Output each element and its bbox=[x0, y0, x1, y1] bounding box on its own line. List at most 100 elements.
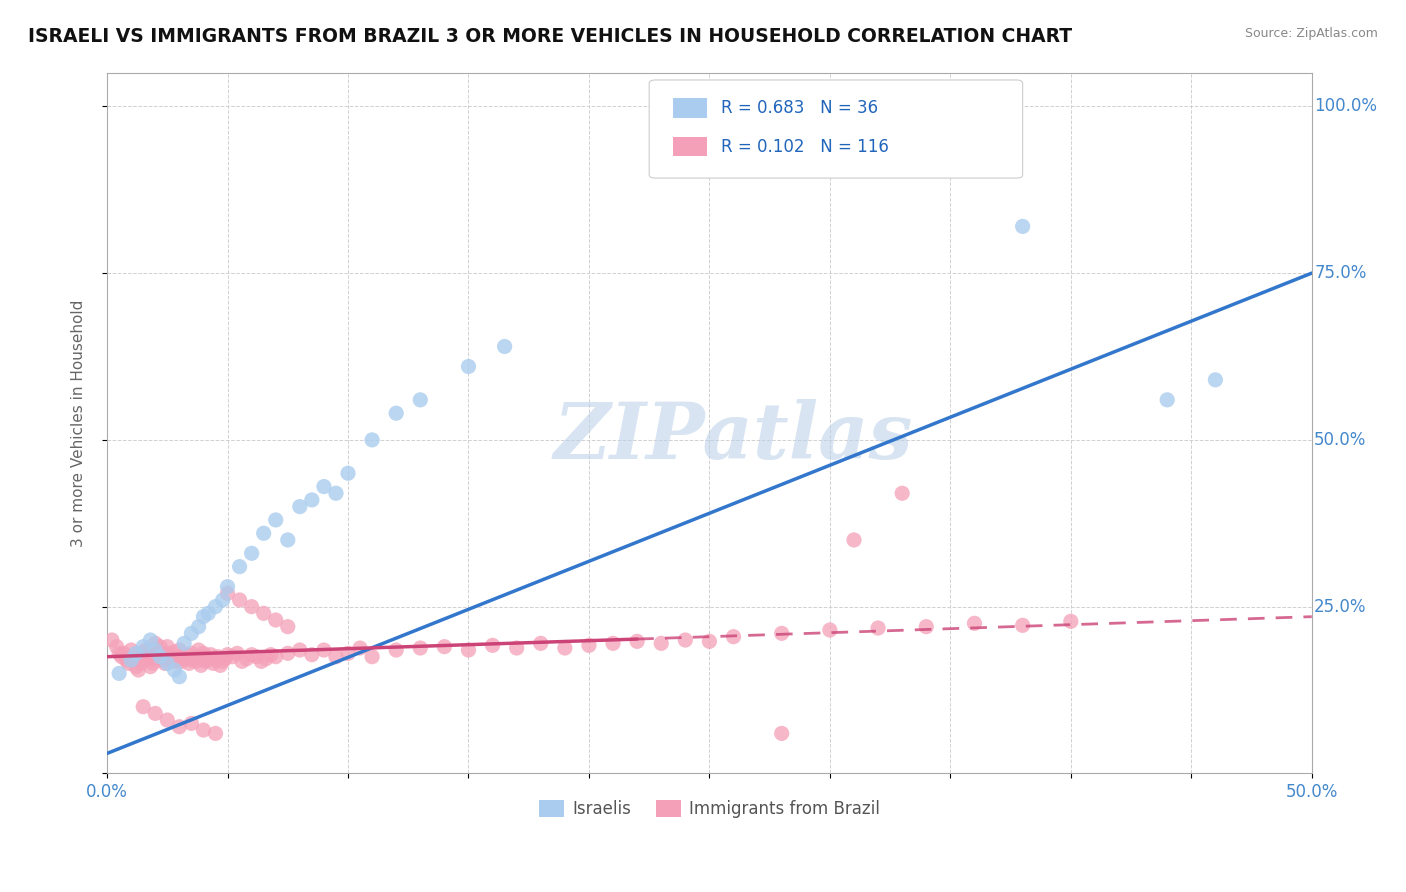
Point bbox=[231, 654, 253, 668]
Point bbox=[361, 433, 384, 447]
Point bbox=[361, 649, 384, 664]
Point bbox=[204, 653, 226, 667]
Point bbox=[143, 643, 166, 657]
Point bbox=[409, 392, 432, 407]
Point bbox=[228, 559, 250, 574]
Point bbox=[177, 657, 200, 671]
Point bbox=[554, 640, 576, 655]
Point bbox=[118, 657, 141, 671]
Point bbox=[149, 640, 172, 654]
Point bbox=[602, 636, 624, 650]
Point bbox=[180, 653, 202, 667]
Point bbox=[288, 500, 311, 514]
Legend: Israelis, Immigrants from Brazil: Israelis, Immigrants from Brazil bbox=[531, 793, 887, 824]
Point bbox=[187, 620, 209, 634]
Point bbox=[173, 636, 195, 650]
Point bbox=[156, 640, 179, 654]
Point bbox=[312, 643, 335, 657]
Point bbox=[277, 646, 299, 660]
Point bbox=[868, 621, 890, 635]
Point bbox=[254, 651, 277, 665]
Point bbox=[146, 649, 169, 664]
Point bbox=[101, 633, 124, 648]
Point bbox=[891, 486, 914, 500]
Point bbox=[139, 653, 162, 667]
Point bbox=[190, 658, 212, 673]
Point bbox=[673, 633, 696, 648]
Point bbox=[163, 663, 186, 677]
Point bbox=[197, 651, 219, 665]
Y-axis label: 3 or more Vehicles in Household: 3 or more Vehicles in Household bbox=[72, 300, 86, 547]
Text: 75.0%: 75.0% bbox=[1315, 264, 1367, 282]
Point bbox=[288, 643, 311, 657]
Point bbox=[108, 666, 131, 681]
Point bbox=[132, 646, 155, 660]
Point bbox=[530, 636, 553, 650]
Point bbox=[325, 486, 347, 500]
Point bbox=[125, 646, 148, 660]
Point bbox=[204, 726, 226, 740]
FancyBboxPatch shape bbox=[650, 80, 1022, 178]
Point bbox=[200, 648, 222, 662]
Point bbox=[120, 649, 142, 664]
Point bbox=[120, 653, 142, 667]
Point bbox=[132, 640, 155, 654]
Point bbox=[217, 580, 239, 594]
Point bbox=[132, 653, 155, 667]
Point bbox=[1011, 219, 1033, 234]
Point bbox=[253, 526, 276, 541]
Point bbox=[125, 659, 148, 673]
Text: R = 0.102   N = 116: R = 0.102 N = 116 bbox=[721, 137, 890, 155]
Point bbox=[770, 726, 793, 740]
Point bbox=[169, 670, 191, 684]
Point bbox=[236, 651, 259, 665]
Point bbox=[209, 658, 232, 673]
Text: 50.0%: 50.0% bbox=[1315, 431, 1367, 449]
Point bbox=[170, 654, 193, 668]
Point bbox=[187, 649, 209, 664]
Point bbox=[505, 640, 527, 655]
Point bbox=[211, 654, 233, 668]
Point bbox=[818, 623, 841, 637]
Point bbox=[385, 643, 408, 657]
Point bbox=[301, 492, 323, 507]
Text: 100.0%: 100.0% bbox=[1315, 97, 1376, 115]
Point bbox=[228, 593, 250, 607]
Point bbox=[253, 607, 276, 621]
Point bbox=[180, 626, 202, 640]
Point bbox=[135, 643, 157, 657]
Point bbox=[301, 648, 323, 662]
Text: Source: ZipAtlas.com: Source: ZipAtlas.com bbox=[1244, 27, 1378, 40]
Point bbox=[207, 649, 229, 664]
Point bbox=[1011, 618, 1033, 632]
Point bbox=[120, 643, 142, 657]
Point bbox=[650, 636, 672, 650]
Point bbox=[169, 643, 191, 657]
Point bbox=[337, 467, 360, 481]
Text: ZIPatlas: ZIPatlas bbox=[554, 399, 914, 475]
Point bbox=[723, 630, 745, 644]
Point bbox=[963, 616, 986, 631]
Point bbox=[325, 649, 347, 664]
Point bbox=[173, 651, 195, 665]
Point bbox=[409, 640, 432, 655]
Text: 25.0%: 25.0% bbox=[1315, 598, 1367, 615]
Point bbox=[193, 723, 215, 737]
Point bbox=[699, 634, 721, 648]
Point bbox=[193, 609, 215, 624]
Point bbox=[149, 646, 172, 660]
Point bbox=[186, 654, 208, 668]
Point bbox=[143, 636, 166, 650]
Point bbox=[163, 645, 186, 659]
Point bbox=[160, 654, 183, 668]
Point bbox=[183, 651, 205, 665]
Point bbox=[202, 657, 225, 671]
Point bbox=[240, 546, 263, 560]
Point bbox=[481, 638, 503, 652]
Point bbox=[193, 653, 215, 667]
Text: R = 0.683   N = 36: R = 0.683 N = 36 bbox=[721, 99, 879, 117]
Point bbox=[277, 620, 299, 634]
Point bbox=[240, 648, 263, 662]
Point bbox=[149, 649, 172, 664]
Point bbox=[169, 720, 191, 734]
